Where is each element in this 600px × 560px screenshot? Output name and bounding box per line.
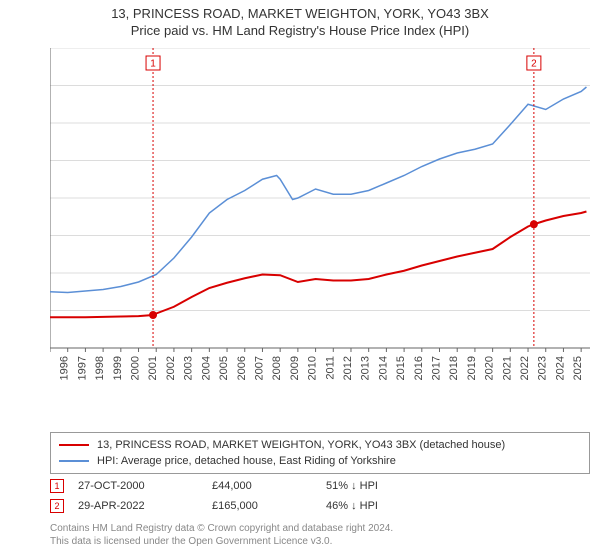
sale-marker-1: 2 [50,499,64,513]
svg-text:1996: 1996 [59,356,71,380]
svg-text:1: 1 [150,59,156,70]
sales-row-0: 1 27-OCT-2000 £44,000 51% ↓ HPI [50,476,590,496]
legend-swatch-1 [59,460,89,462]
svg-text:2016: 2016 [413,356,425,380]
legend: 13, PRINCESS ROAD, MARKET WEIGHTON, YORK… [50,432,590,474]
svg-text:2017: 2017 [431,356,443,380]
svg-text:2014: 2014 [377,356,389,380]
footer-line2: This data is licensed under the Open Gov… [50,535,590,548]
svg-text:2015: 2015 [395,356,407,380]
svg-text:2021: 2021 [501,356,513,380]
sale-marker-0: 1 [50,479,64,493]
svg-text:2003: 2003 [183,356,195,380]
footer: Contains HM Land Registry data © Crown c… [50,522,590,548]
legend-label-1: HPI: Average price, detached house, East… [97,453,396,469]
svg-text:2: 2 [531,59,537,70]
svg-text:2009: 2009 [289,356,301,380]
title-line1: 13, PRINCESS ROAD, MARKET WEIGHTON, YORK… [0,6,600,21]
svg-text:2012: 2012 [342,356,354,380]
legend-row-0: 13, PRINCESS ROAD, MARKET WEIGHTON, YORK… [59,437,581,453]
sale-date-0: 27-OCT-2000 [78,480,198,492]
legend-swatch-0 [59,444,89,446]
sale-marker-1-n: 2 [54,501,59,511]
svg-text:1997: 1997 [76,356,88,380]
legend-row-1: HPI: Average price, detached house, East… [59,453,581,469]
chart-area: £0£50K£100K£150K£200K£250K£300K£350K£400… [50,48,590,388]
sale-delta-1: 46% ↓ HPI [326,500,446,512]
svg-text:2024: 2024 [554,356,566,380]
svg-text:2005: 2005 [218,356,230,380]
svg-text:2023: 2023 [537,356,549,380]
svg-text:2004: 2004 [200,356,212,380]
svg-text:2025: 2025 [572,356,584,380]
svg-text:2022: 2022 [519,356,531,380]
chart-container: 13, PRINCESS ROAD, MARKET WEIGHTON, YORK… [0,0,600,560]
sales-row-1: 2 29-APR-2022 £165,000 46% ↓ HPI [50,496,590,516]
svg-text:2011: 2011 [324,356,336,380]
title-block: 13, PRINCESS ROAD, MARKET WEIGHTON, YORK… [0,0,600,40]
svg-text:2008: 2008 [271,356,283,380]
sale-date-1: 29-APR-2022 [78,500,198,512]
sale-price-0: £44,000 [212,480,312,492]
svg-text:2013: 2013 [360,356,372,380]
sales-table: 1 27-OCT-2000 £44,000 51% ↓ HPI 2 29-APR… [50,476,590,516]
title-line2: Price paid vs. HM Land Registry's House … [0,23,600,38]
svg-text:2020: 2020 [484,356,496,380]
svg-text:2019: 2019 [466,356,478,380]
legend-label-0: 13, PRINCESS ROAD, MARKET WEIGHTON, YORK… [97,437,505,453]
sale-marker-0-n: 1 [54,481,59,491]
svg-text:1995: 1995 [50,356,53,380]
chart-svg: £0£50K£100K£150K£200K£250K£300K£350K£400… [50,48,590,388]
sale-delta-0: 51% ↓ HPI [326,480,446,492]
svg-text:1998: 1998 [94,356,106,380]
svg-text:2002: 2002 [165,356,177,380]
svg-text:2006: 2006 [236,356,248,380]
svg-text:2000: 2000 [130,356,142,380]
svg-text:2018: 2018 [448,356,460,380]
svg-text:2007: 2007 [253,356,265,380]
svg-text:2001: 2001 [147,356,159,380]
sale-price-1: £165,000 [212,500,312,512]
svg-text:1999: 1999 [112,356,124,380]
footer-line1: Contains HM Land Registry data © Crown c… [50,522,590,535]
svg-text:2010: 2010 [307,356,319,380]
